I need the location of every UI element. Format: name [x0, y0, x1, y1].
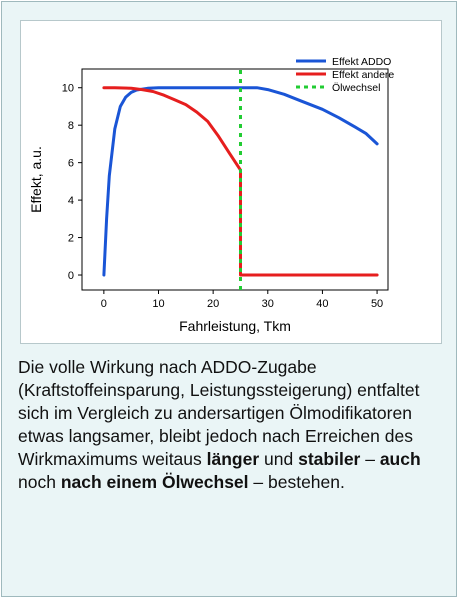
series-line-1	[102, 86, 379, 277]
caption-part-4: noch	[18, 472, 61, 492]
legend-label-3: Ölwechsel	[332, 82, 380, 94]
caption-bold-oelwechsel: nach einem Ölwechsel	[60, 472, 249, 492]
caption-text: Die volle Wirkung nach ADDO-Zugabe (Kraf…	[18, 356, 448, 494]
legend-label-1: Effekt ADDO	[332, 56, 391, 68]
line-chart: 0 10 20 30 40 50 0 2 4 6 8 10 Fahrleistung, Tkm Effek…	[28, 56, 394, 334]
caption-bold-stabiler: stabiler	[298, 449, 361, 469]
x-tick-label: 0	[101, 298, 107, 310]
y-tick-label: 6	[68, 158, 74, 170]
x-tick-label: 20	[207, 298, 219, 310]
y-tick-label: 0	[68, 270, 74, 282]
x-tick-label: 30	[262, 298, 274, 310]
x-tick-label: 50	[371, 298, 383, 310]
legend-label-2: Effekt andere	[332, 69, 394, 81]
y-tick-label: 8	[68, 120, 74, 132]
caption-bold-laenger: länger	[206, 449, 260, 469]
plot-frame	[81, 68, 389, 291]
x-tick-label: 10	[152, 298, 164, 310]
caption-part-1: Die volle Wirkung nach ADDO-Zugabe (Kraf…	[18, 357, 420, 469]
y-axis-label: Effekt, a.u.	[28, 146, 44, 213]
y-tick-label: 10	[62, 83, 74, 95]
caption-bold-auch: auch	[379, 449, 421, 469]
chart-panel: 0 10 20 30 40 50 0 2 4 6 8 10 Fahrleistung, Tkm Effek…	[20, 20, 442, 344]
x-tick-label: 40	[316, 298, 328, 310]
y-tick-label: 2	[68, 233, 74, 245]
series-line-2	[102, 86, 379, 277]
caption-part-2: und	[259, 449, 299, 469]
x-axis-label: Fahrleistung, Tkm	[179, 318, 291, 334]
caption-part-3: –	[360, 449, 380, 469]
caption-part-5: – bestehen.	[248, 472, 345, 492]
y-tick-label: 4	[68, 195, 74, 207]
